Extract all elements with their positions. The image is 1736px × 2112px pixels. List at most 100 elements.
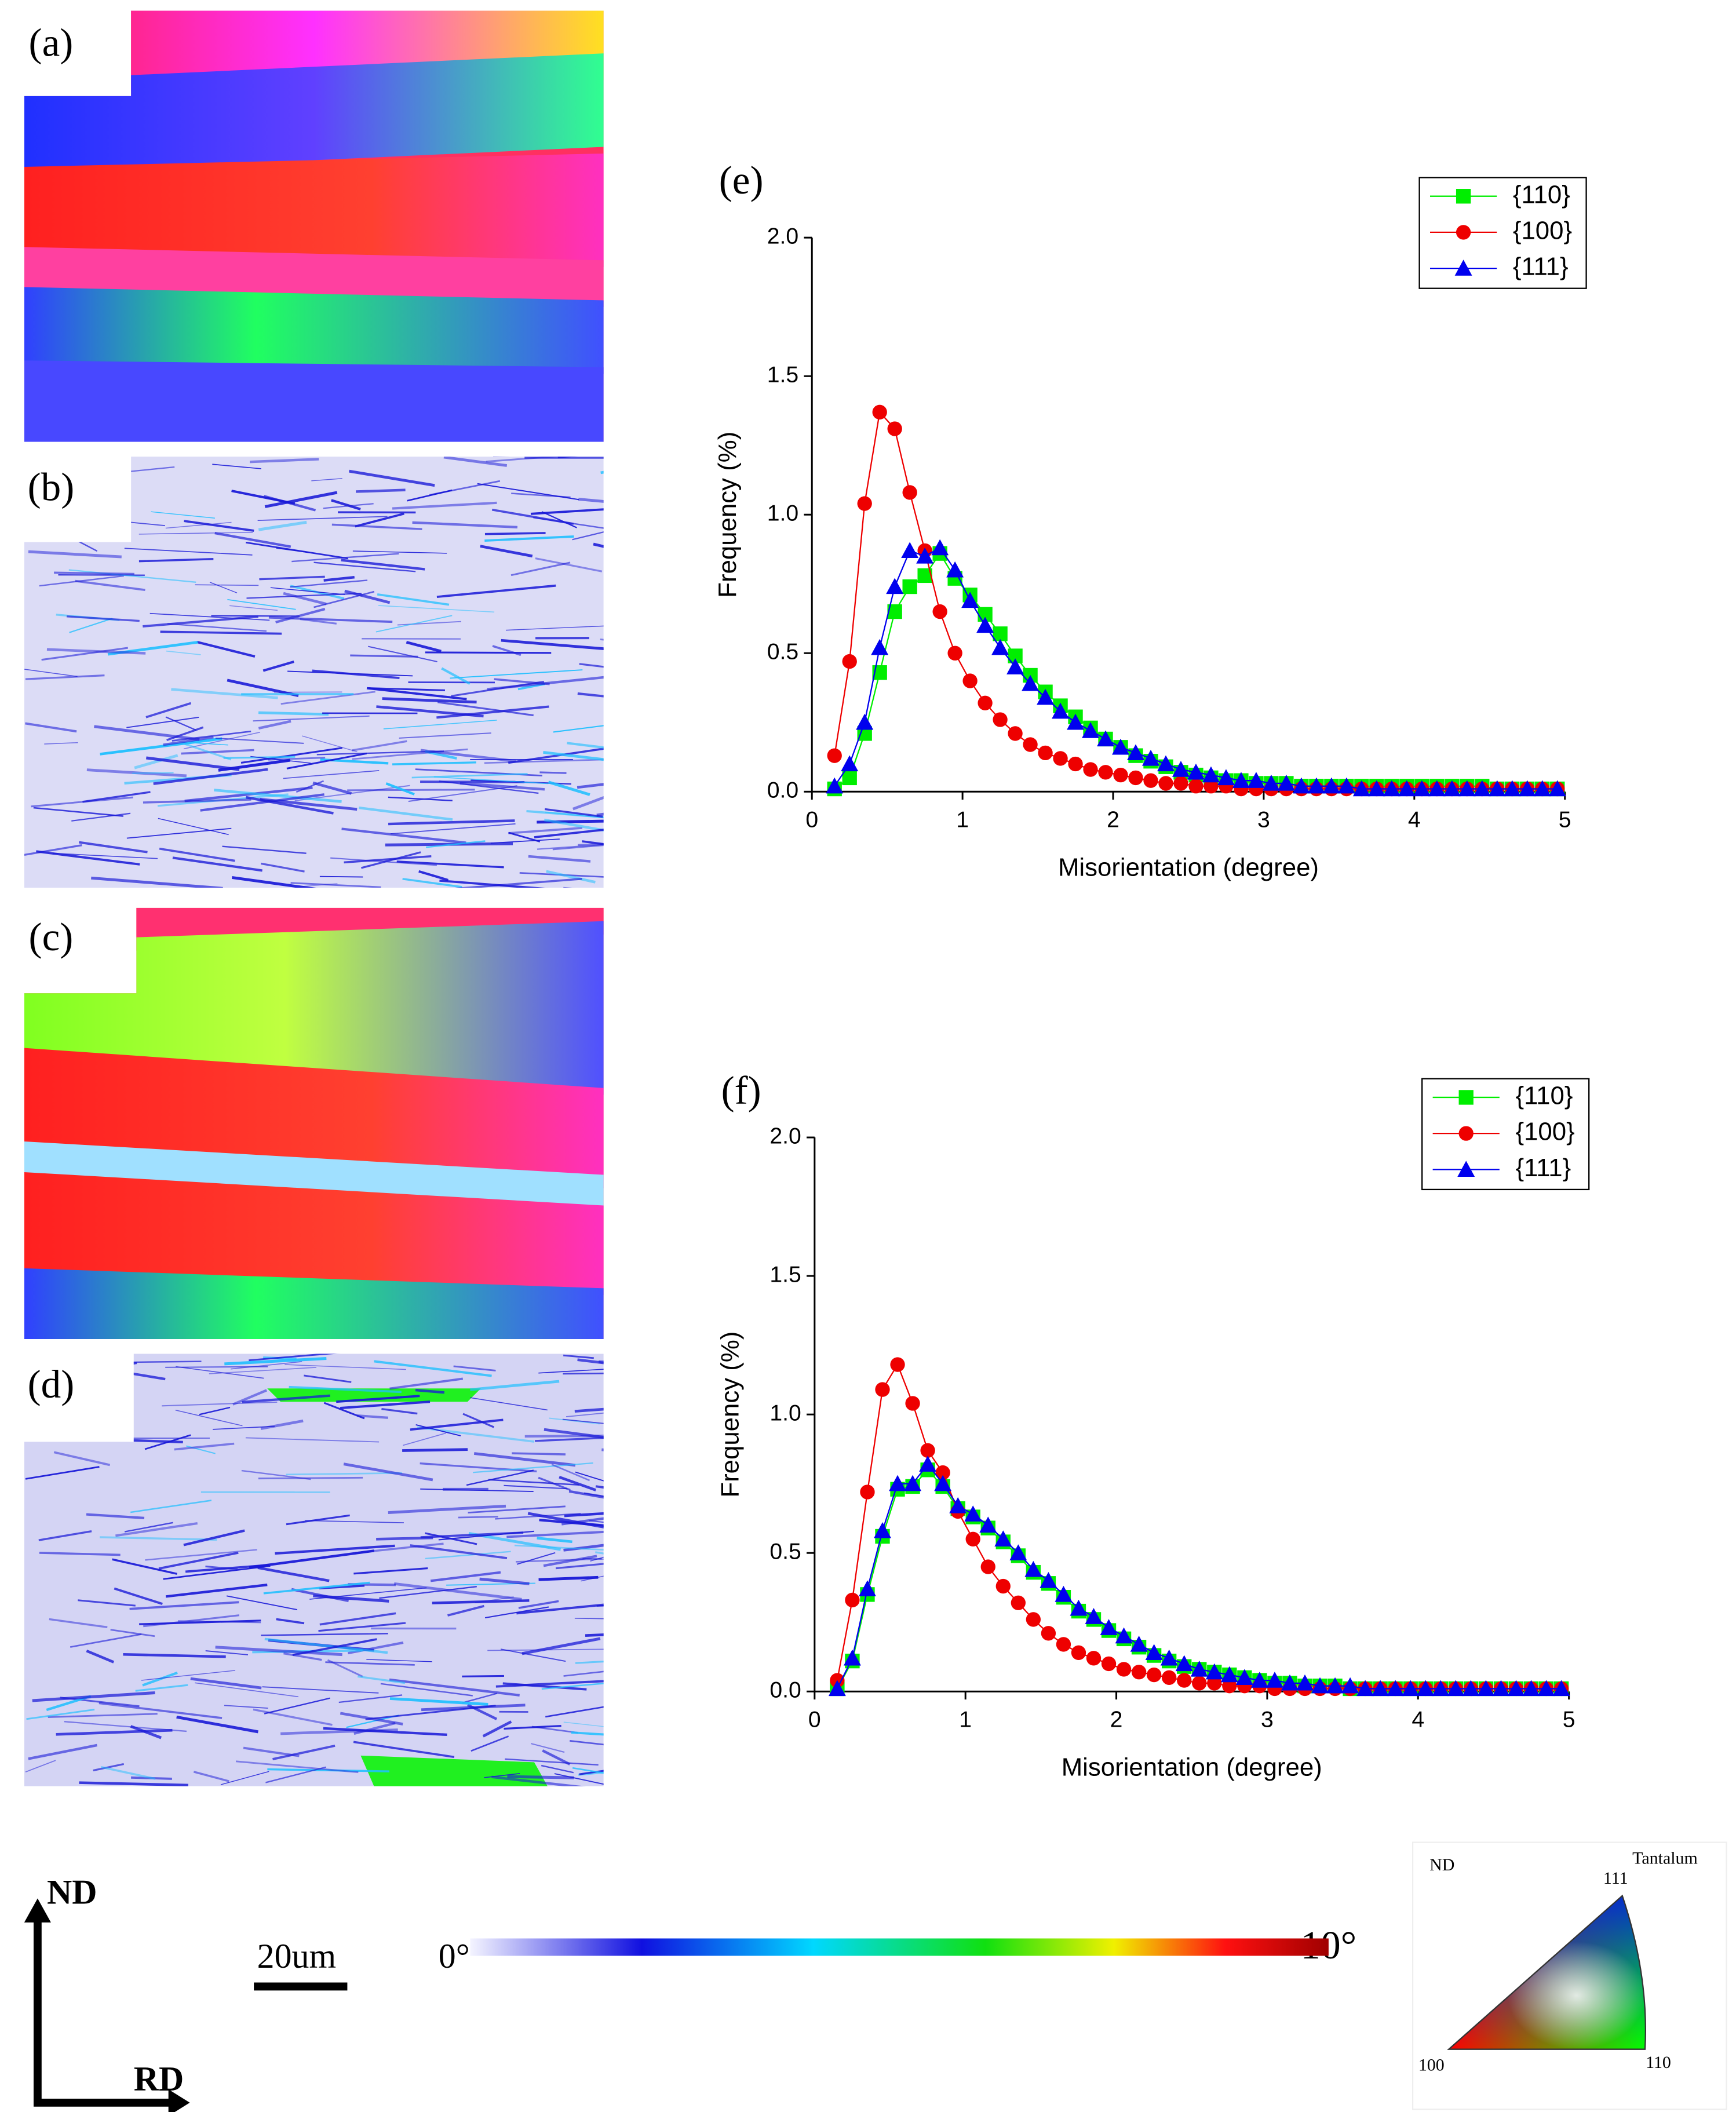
kam-streak [493,456,599,457]
kam-streak [258,720,291,730]
kam-streak [486,456,604,463]
kam-streak [286,1514,350,1526]
kam-streak [331,523,422,530]
marker [1177,1673,1192,1688]
kam-streak [415,1388,444,1394]
kam-streak [186,1445,216,1454]
kam-streak [450,669,583,679]
kam-streak [488,1479,579,1486]
marker [1160,1649,1178,1666]
kam-streak [311,478,342,482]
kam-streak [100,1536,217,1541]
kam-streak [142,1671,178,1687]
kam-streak [462,1413,495,1428]
kam-streak [380,1683,473,1697]
kam-streak [501,639,604,652]
marker [1071,1645,1086,1660]
kam-streak [471,1735,509,1752]
marker [1387,1680,1405,1697]
kam-streak [505,625,604,631]
marker [828,1680,846,1697]
kam-streak [518,1600,559,1609]
marker [842,770,857,786]
ipf-corner: 110 [1646,2053,1671,2072]
kam-streak [421,1704,526,1712]
kam-streak [145,702,192,718]
marker [961,592,979,608]
kam-streak [433,776,548,785]
marker [1041,1626,1056,1641]
kam-streak [151,511,216,519]
kam-streak [86,1649,115,1664]
kam-streak [272,1744,335,1760]
kam-streak [220,1771,269,1785]
marker [1055,1585,1073,1602]
kam-streak [420,1488,534,1492]
kam-streak [381,1407,418,1415]
kam-streak [261,862,305,873]
y-tick-label: 1.5 [769,1262,801,1287]
kam-streak [572,529,604,541]
kam-streak [552,843,604,851]
kam-streak [79,841,148,853]
kam-streak [283,1652,322,1661]
kam-streak [265,1766,326,1783]
marker [1056,1637,1071,1652]
kam-streak [528,855,591,863]
kam-streak [531,1743,565,1753]
kam-streak [176,1715,258,1734]
marker [905,1396,920,1411]
marker [1522,1680,1540,1697]
kam-streak [579,663,604,669]
kam-streak [183,731,261,750]
kam-streak [312,781,352,795]
kam-streak [53,852,158,859]
kam-streak [107,641,198,656]
kam-streak [267,1768,390,1772]
kam-streak [526,809,604,821]
kam-streak [192,742,228,746]
kam-streak [25,674,105,680]
kam-streak [195,1682,299,1698]
kam-streak [68,1411,130,1428]
kam-streak [24,844,82,856]
kam-streak [93,1763,124,1772]
marker [1024,1560,1042,1577]
kam-streak [541,1680,604,1690]
marker [1296,1674,1314,1691]
marker [875,1382,890,1397]
marker [1146,1667,1162,1683]
kam-streak [505,1758,599,1766]
kam-streak [131,1776,172,1780]
kam-streak [355,512,404,528]
kam-streak [402,878,462,888]
kam-streak [544,818,604,836]
marker [995,1578,1011,1594]
legend-label: {110} [1515,1081,1573,1110]
kam-streak [249,1549,375,1569]
marker [1473,780,1491,797]
kam-streak [393,1582,522,1601]
kam-streak [246,592,362,599]
kam-streak [574,1618,604,1621]
kam-streak [563,1665,604,1677]
marker [1207,1676,1222,1691]
legend-label: {110} [1513,180,1570,209]
kam-streak [184,743,232,761]
marker [860,1484,875,1500]
marker [1552,1680,1570,1697]
marker [1220,1666,1238,1683]
x-tick-label: 1 [959,1707,972,1732]
marker [1265,1672,1283,1688]
kam-streak [165,521,232,529]
kam-streak [264,1637,388,1654]
kam-streak [75,579,145,592]
kam-streak [353,1567,428,1575]
marker [1417,1680,1435,1697]
marker [1428,780,1446,797]
kam-streak [539,771,567,774]
kam-streak [163,1565,271,1580]
kam-streak [126,716,199,728]
kam-streak [360,851,421,869]
x-tick-label: 0 [805,807,818,832]
